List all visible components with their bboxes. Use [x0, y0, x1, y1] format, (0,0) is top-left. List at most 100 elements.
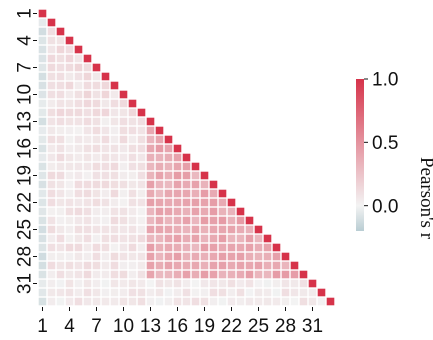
heatmap-cell	[164, 297, 173, 306]
heatmap-cell	[74, 288, 83, 297]
heatmap-cell	[146, 207, 155, 216]
heatmap-cell	[128, 180, 137, 189]
heatmap-cell	[56, 243, 65, 252]
heatmap-cell	[263, 261, 272, 270]
heatmap-cell	[164, 243, 173, 252]
heatmap-cell	[65, 45, 74, 54]
heatmap-cell	[209, 198, 218, 207]
heatmap-cell	[56, 135, 65, 144]
x-axis-ticks: 1 4 7 10 13 16 19 22 25 28 31	[37, 307, 323, 337]
heatmap-cell	[56, 198, 65, 207]
heatmap-cell	[155, 234, 164, 243]
y-tick-label: 1	[15, 8, 36, 19]
heatmap-cell	[164, 153, 173, 162]
heatmap-cell	[38, 198, 47, 207]
heatmap-cell	[56, 171, 65, 180]
heatmap-cell	[317, 288, 326, 297]
heatmap-cell	[92, 198, 101, 207]
colorbar-gradient	[356, 79, 364, 231]
heatmap-cell	[245, 270, 254, 279]
heatmap-cell	[155, 126, 164, 135]
heatmap-cell	[101, 99, 110, 108]
heatmap-cell	[137, 126, 146, 135]
heatmap-cell	[164, 252, 173, 261]
heatmap-cell	[110, 252, 119, 261]
heatmap-cell	[137, 189, 146, 198]
heatmap-cell	[65, 162, 74, 171]
heatmap-cell	[65, 90, 74, 99]
heatmap-cell	[254, 234, 263, 243]
heatmap-cell	[263, 279, 272, 288]
heatmap-cell	[119, 117, 128, 126]
heatmap-cell	[83, 297, 92, 306]
heatmap-cell	[119, 126, 128, 135]
heatmap-cell	[83, 126, 92, 135]
heatmap-cell	[101, 162, 110, 171]
heatmap-cell	[83, 252, 92, 261]
heatmap-cell	[56, 108, 65, 117]
heatmap-cell	[56, 54, 65, 63]
heatmap-cell	[146, 297, 155, 306]
heatmap-cell	[74, 252, 83, 261]
heatmap-cell	[119, 288, 128, 297]
heatmap-cell	[164, 270, 173, 279]
heatmap-cell	[110, 117, 119, 126]
heatmap-cell	[191, 243, 200, 252]
heatmap-cell	[137, 162, 146, 171]
heatmap-cell	[173, 234, 182, 243]
heatmap-cell	[209, 261, 218, 270]
heatmap-cell	[155, 261, 164, 270]
heatmap-cell	[146, 252, 155, 261]
heatmap-cell	[56, 279, 65, 288]
heatmap-cell	[74, 54, 83, 63]
heatmap-cell	[74, 45, 83, 54]
heatmap-cell	[47, 279, 56, 288]
heatmap-cell	[182, 234, 191, 243]
heatmap-cell	[38, 180, 47, 189]
heatmap-cell	[83, 198, 92, 207]
heatmap-cell	[38, 225, 47, 234]
heatmap-cell	[254, 270, 263, 279]
heatmap-cell	[164, 189, 173, 198]
heatmap-cell	[119, 90, 128, 99]
heatmap-cell	[245, 252, 254, 261]
y-tick-label: 16	[15, 138, 36, 159]
heatmap-cell	[56, 252, 65, 261]
heatmap-cell	[65, 216, 74, 225]
heatmap-cell	[236, 270, 245, 279]
heatmap-cell	[137, 243, 146, 252]
heatmap-cell	[146, 180, 155, 189]
heatmap-cell	[128, 234, 137, 243]
heatmap-cell	[92, 162, 101, 171]
heatmap-cell	[83, 117, 92, 126]
heatmap-cell	[182, 261, 191, 270]
heatmap-cell	[281, 297, 290, 306]
heatmap-cell	[182, 162, 191, 171]
heatmap-cell	[164, 144, 173, 153]
heatmap-cell	[119, 135, 128, 144]
heatmap-cell	[128, 171, 137, 180]
heatmap-cell	[119, 225, 128, 234]
heatmap-cell	[119, 216, 128, 225]
heatmap-cell	[83, 90, 92, 99]
heatmap-cell	[128, 126, 137, 135]
heatmap-cell	[47, 162, 56, 171]
heatmap-cell	[92, 225, 101, 234]
heatmap-cell	[173, 270, 182, 279]
heatmap-cell	[83, 279, 92, 288]
heatmap-cell	[101, 297, 110, 306]
heatmap-cell	[56, 297, 65, 306]
heatmap-cell	[245, 225, 254, 234]
heatmap-cell	[137, 270, 146, 279]
heatmap-cell	[236, 216, 245, 225]
heatmap-cell	[137, 117, 146, 126]
heatmap-cell	[155, 180, 164, 189]
heatmap-cell	[164, 207, 173, 216]
heatmap-cell	[74, 90, 83, 99]
heatmap-cell	[236, 225, 245, 234]
heatmap-cell	[38, 72, 47, 81]
heatmap-cell	[101, 171, 110, 180]
heatmap-cell	[218, 207, 227, 216]
heatmap-cell	[101, 279, 110, 288]
